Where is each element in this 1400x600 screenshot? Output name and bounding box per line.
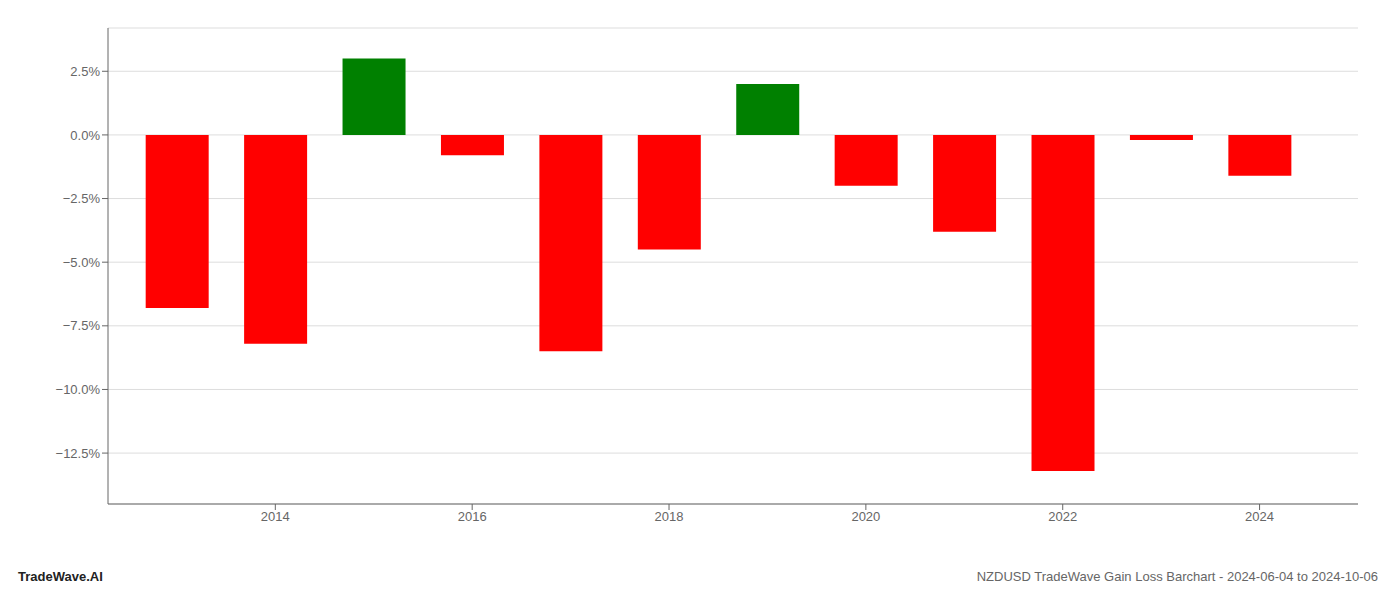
svg-text:0.0%: 0.0% bbox=[70, 128, 100, 143]
svg-text:2024: 2024 bbox=[1245, 509, 1274, 524]
svg-text:2018: 2018 bbox=[655, 509, 684, 524]
svg-text:−7.5%: −7.5% bbox=[63, 318, 101, 333]
svg-text:−5.0%: −5.0% bbox=[63, 255, 101, 270]
svg-text:2.5%: 2.5% bbox=[70, 64, 100, 79]
svg-text:−12.5%: −12.5% bbox=[56, 446, 101, 461]
svg-text:−10.0%: −10.0% bbox=[56, 382, 101, 397]
html-text:NZDUSD TradeWave Gain Loss Bar: NZDUSD TradeWave Gain Loss Barchart - 20… bbox=[976, 569, 1378, 584]
svg-text:2022: 2022 bbox=[1048, 509, 1077, 524]
svg-text:−2.5%: −2.5% bbox=[63, 191, 101, 206]
svg-text:2014: 2014 bbox=[261, 509, 290, 524]
svg-text:2020: 2020 bbox=[851, 509, 880, 524]
html-text:TradeWave.AI: TradeWave.AI bbox=[18, 569, 103, 584]
svg-text:2016: 2016 bbox=[458, 509, 487, 524]
